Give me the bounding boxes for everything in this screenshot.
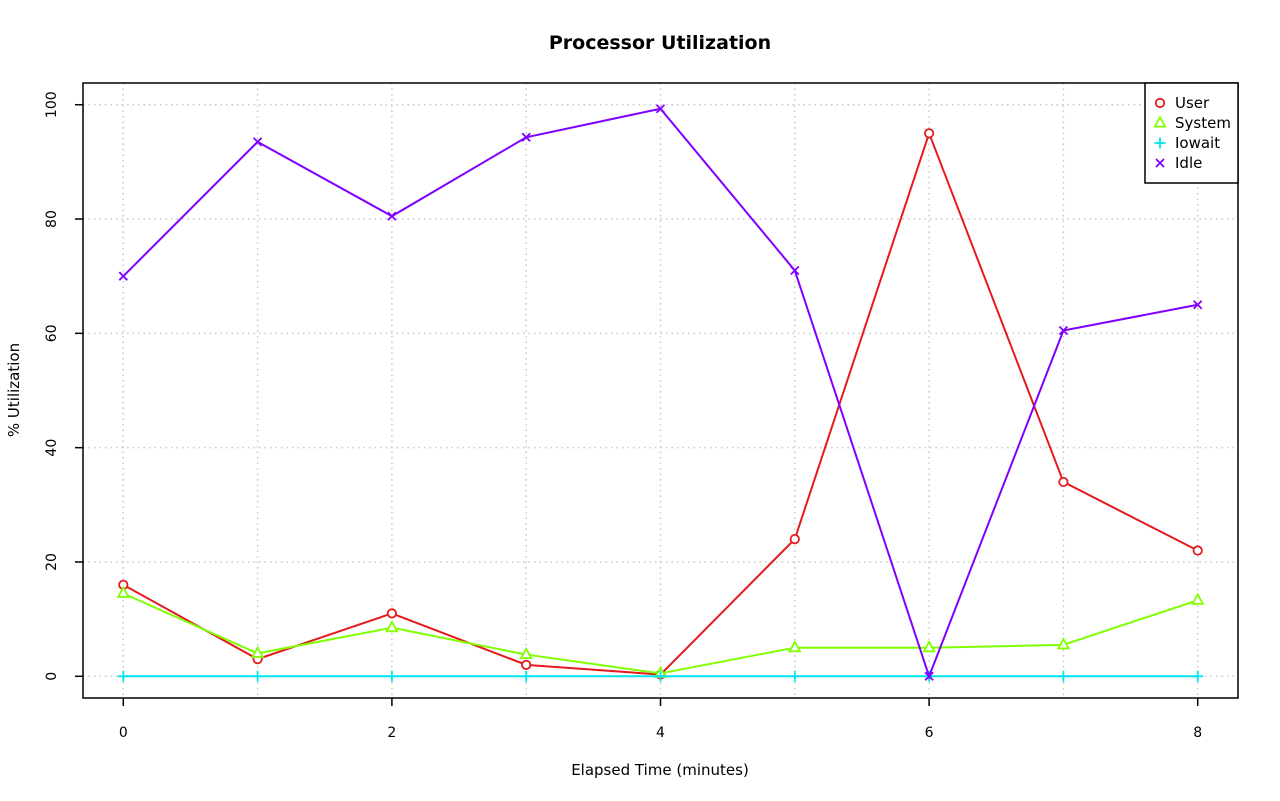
legend-item-iowait: Iowait	[1154, 134, 1220, 152]
x-tick-label: 8	[1193, 725, 1202, 741]
legend-label-system: System	[1175, 114, 1231, 132]
x-tick-label: 6	[925, 725, 934, 741]
chart-title: Processor Utilization	[549, 32, 771, 54]
series-iowait	[117, 670, 1204, 682]
series-idle	[118, 104, 1203, 681]
point-system	[116, 585, 131, 598]
point-system	[922, 640, 936, 653]
point-system	[788, 640, 802, 653]
y-tick-label: 100	[44, 91, 60, 118]
point-user	[1192, 545, 1203, 556]
x-tick-label: 0	[119, 725, 128, 741]
y-axis-label: % Utilization	[5, 343, 23, 437]
point-idle	[521, 132, 531, 142]
y-tick-label: 40	[44, 439, 60, 457]
point-idle	[655, 104, 666, 114]
legend-marker-system	[1153, 115, 1167, 128]
legend-label-iowait: Iowait	[1175, 134, 1220, 152]
legend-marker-idle	[1155, 158, 1165, 168]
y-tick-label: 80	[44, 210, 60, 228]
point-iowait	[252, 670, 264, 682]
point-user	[386, 608, 397, 619]
point-iowait	[386, 670, 398, 682]
point-idle	[790, 265, 800, 276]
grid	[83, 83, 1238, 698]
legend-item-system: System	[1153, 114, 1231, 132]
point-iowait	[1057, 670, 1069, 682]
point-idle	[252, 137, 263, 147]
y-tick-label: 20	[44, 553, 60, 571]
point-iowait	[655, 670, 666, 682]
point-iowait	[520, 670, 532, 682]
series-layer	[116, 104, 1205, 682]
x-tick-label: 2	[387, 725, 396, 741]
point-iowait	[789, 670, 801, 682]
point-system	[250, 645, 265, 658]
point-idle	[387, 211, 397, 221]
legend-item-idle: Idle	[1155, 154, 1202, 172]
y-tick-label: 60	[44, 324, 60, 342]
legend-item-user: User	[1154, 94, 1210, 112]
plot-frame	[82, 82, 1239, 699]
legend-marker-user	[1154, 97, 1166, 109]
point-idle	[1058, 325, 1069, 336]
point-user	[1058, 476, 1069, 488]
legend-label-user: User	[1175, 94, 1210, 112]
point-idle	[924, 671, 934, 681]
point-system	[519, 646, 533, 660]
x-tick-label: 4	[656, 725, 665, 741]
y-tick-label: 0	[44, 672, 60, 681]
series-line-user	[122, 130, 1199, 676]
legend: User System Iowait Idle	[1144, 82, 1239, 184]
series-user	[118, 128, 1203, 680]
point-idle	[1193, 300, 1203, 310]
point-idle	[118, 271, 128, 281]
point-iowait	[117, 670, 129, 682]
legend-label-idle: Idle	[1175, 154, 1202, 172]
point-user	[924, 128, 935, 139]
legend-marker-iowait	[1154, 137, 1166, 149]
point-system	[385, 620, 399, 633]
point-iowait	[1192, 670, 1204, 682]
point-user	[789, 534, 800, 545]
x-axis-label: Elapsed Time (minutes)	[571, 761, 749, 779]
point-system	[1190, 592, 1205, 605]
point-user	[521, 659, 532, 670]
point-system	[1056, 637, 1071, 650]
